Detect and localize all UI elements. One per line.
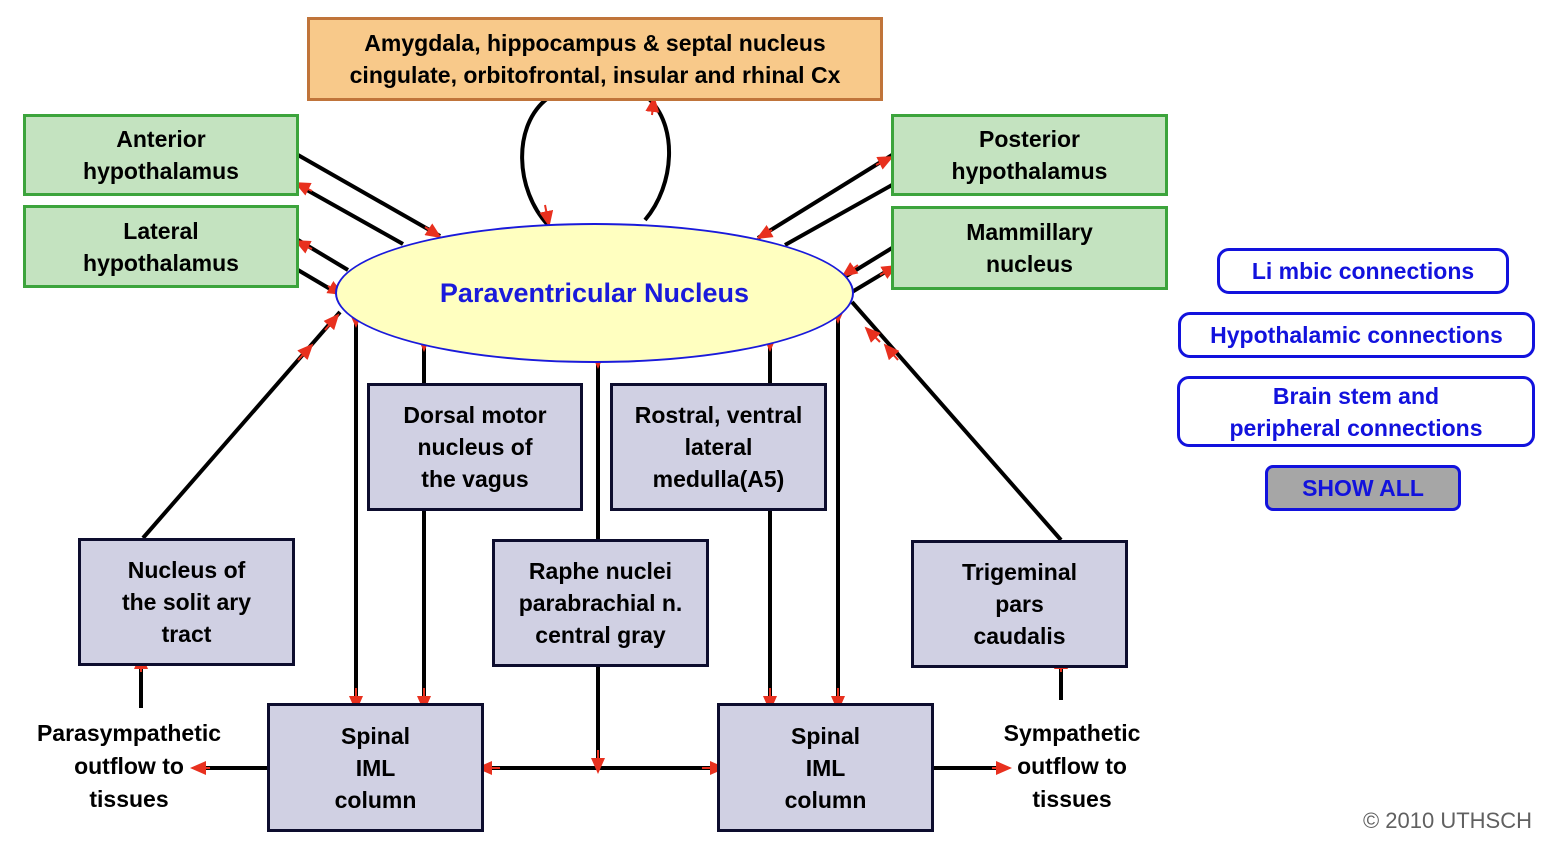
paraventricular-nucleus-label: Paraventricular Nucleus [439, 277, 750, 308]
trigeminal-box: Trigeminal pars caudalis [911, 540, 1128, 668]
solitary-tract-box: Nucleus of the solit ary tract [78, 538, 295, 666]
parasympathetic-outflow-label: Parasympathetic outflow to tissues [36, 720, 222, 812]
limbic-connections-button[interactable]: Li mbic connections [1217, 248, 1509, 294]
anterior-hypothalamus-box: Anterior hypothalamus [23, 114, 299, 196]
lateral-hypothalamus-box: Lateral hypothalamus [23, 205, 299, 288]
raphe-nuclei-box: Raphe nuclei parabrachial n. central gra… [492, 539, 709, 667]
spinal-iml-column-right: Spinal IML column [717, 703, 934, 832]
copyright-notice: © 2010 UTHSCH [1362, 808, 1532, 833]
show-all-button[interactable]: SHOW ALL [1265, 465, 1461, 511]
rostral-ventral-medulla-box: Rostral, ventral lateral medulla(A5) [610, 383, 827, 511]
limbic-cortex-box: Amygdala, hippocampus & septal nucleus c… [307, 17, 883, 101]
paraventricular-nucleus: Paraventricular Nucleus [335, 223, 854, 363]
mammillary-nucleus-box: Mammillary nucleus [891, 206, 1168, 290]
hypothalamic-connections-button[interactable]: Hypothalamic connections [1178, 312, 1535, 358]
spinal-iml-column-left: Spinal IML column [267, 703, 484, 832]
sympathetic-outflow-label: Sympathetic outflow to tissues [1003, 720, 1141, 812]
posterior-hypothalamus-box: Posterior hypothalamus [891, 114, 1168, 196]
dorsal-motor-vagus-box: Dorsal motor nucleus of the vagus [367, 383, 583, 511]
brainstem-peripheral-connections-button[interactable]: Brain stem and peripheral connections [1177, 376, 1535, 447]
